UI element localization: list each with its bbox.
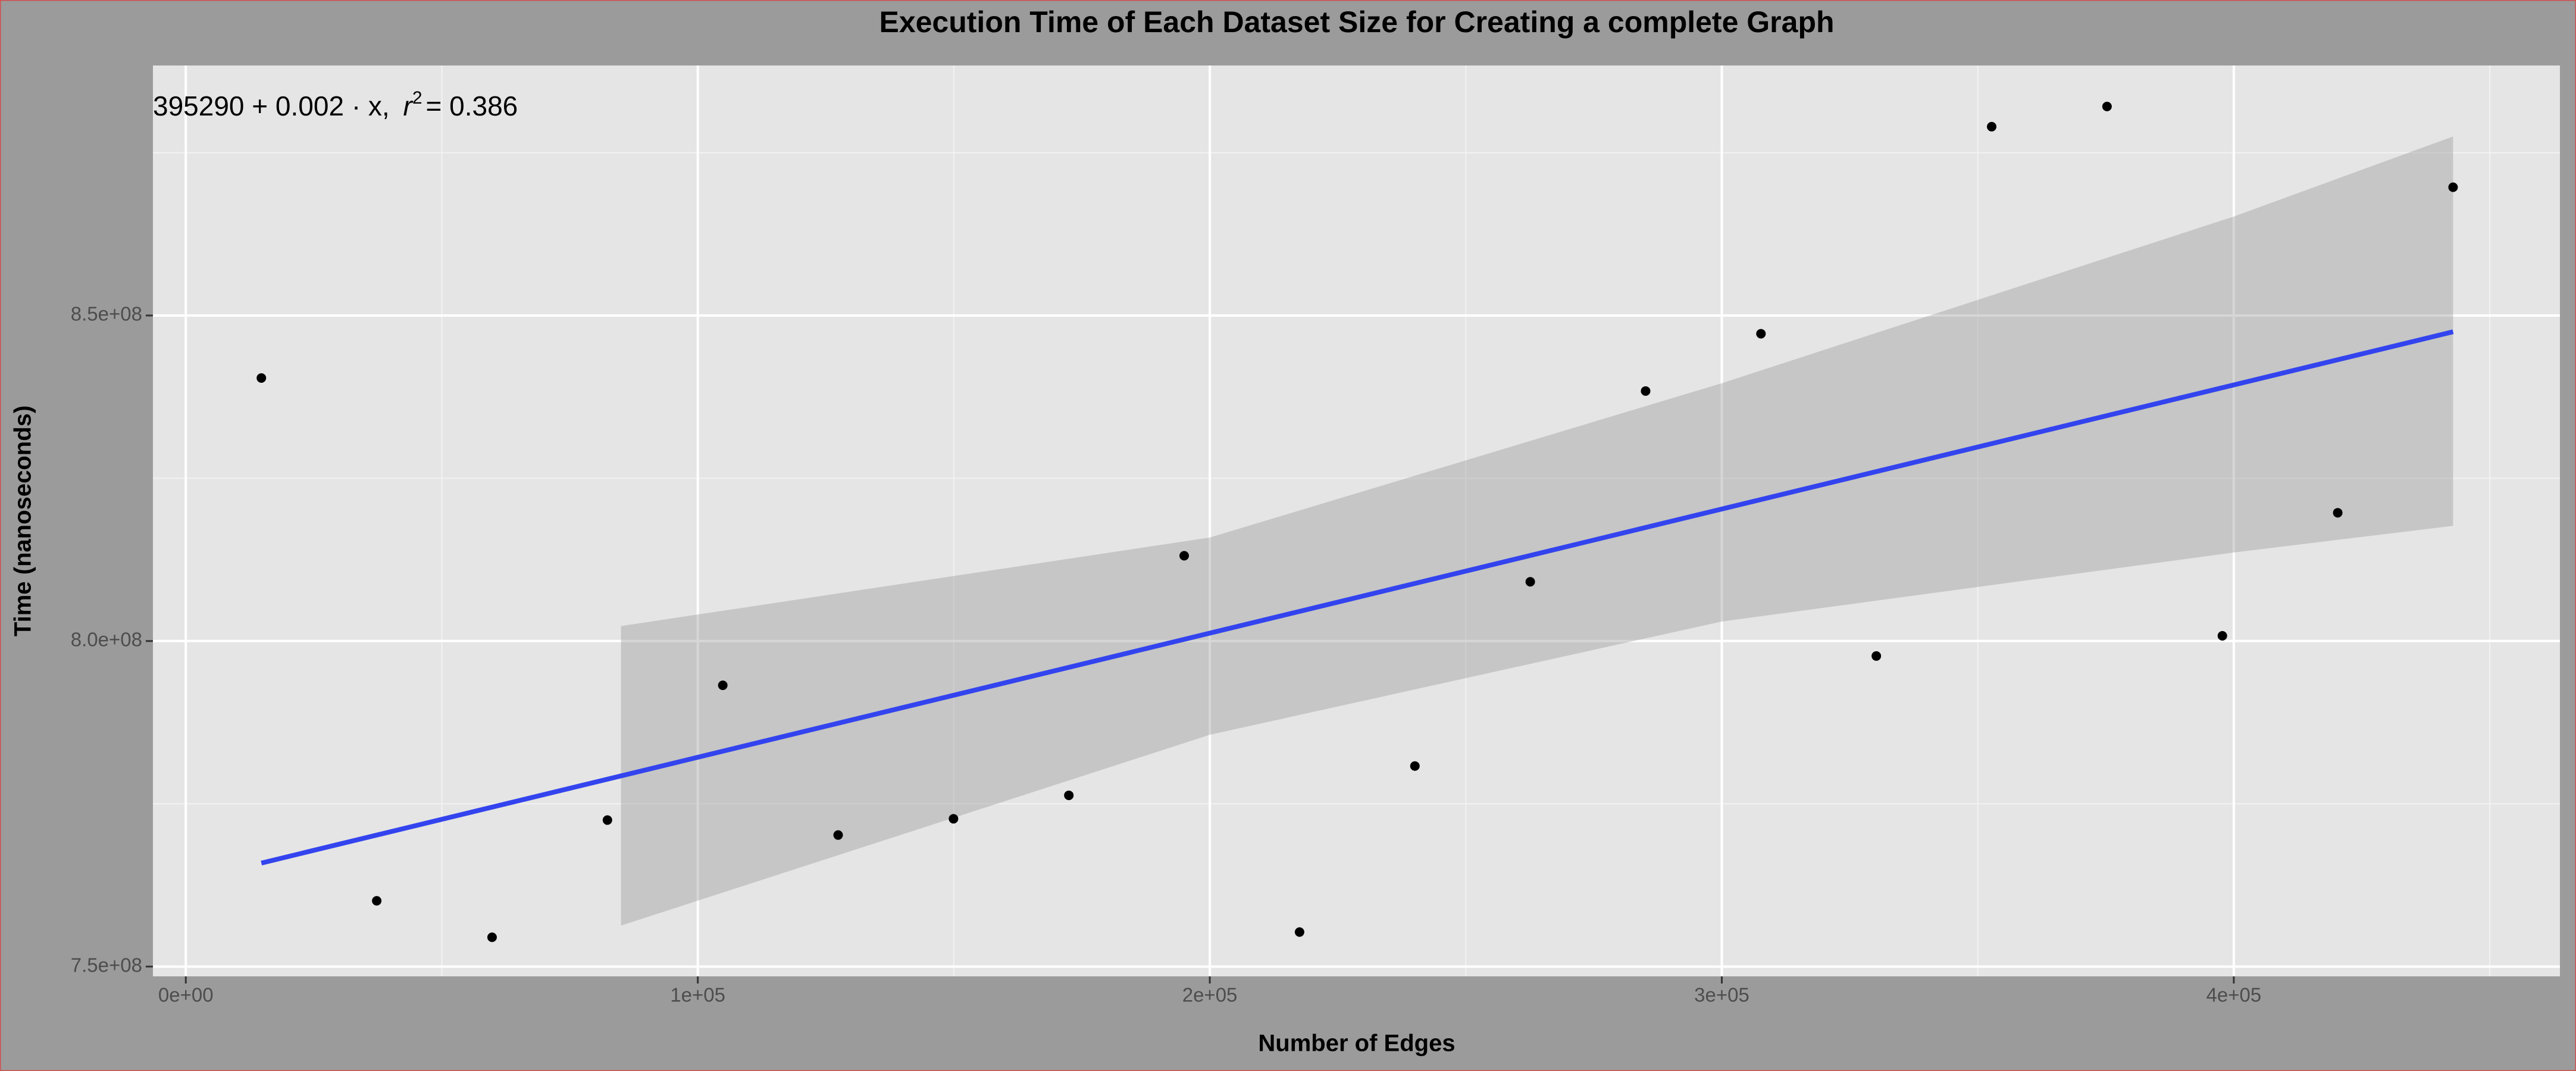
point — [2333, 508, 2343, 518]
point — [1641, 386, 1651, 396]
point — [1410, 761, 1420, 771]
x-tick-label: 1e+05 — [670, 984, 725, 1006]
point — [1294, 927, 1304, 937]
point — [1525, 577, 1535, 587]
x-tick-label: 0e+00 — [158, 984, 214, 1006]
y-tick-label: 8.0e+08 — [71, 628, 142, 650]
point — [833, 830, 843, 840]
y-axis-title: Time (nanoseconds) — [10, 405, 36, 636]
x-axis-title: Number of Edges — [1258, 1031, 1455, 1057]
y-tick-label: 8.5e+08 — [71, 303, 142, 325]
point — [1987, 121, 1997, 132]
fit-line — [261, 329, 2454, 866]
point — [487, 932, 497, 942]
confidence-band — [621, 136, 2453, 926]
point — [2217, 631, 2227, 641]
annotation: 395290 + 0.002 · x, r2 = 0.386 — [153, 88, 518, 121]
x-tick-label: 4e+05 — [2206, 984, 2262, 1006]
x-tick-label: 3e+05 — [1694, 984, 1749, 1006]
point — [2102, 101, 2112, 111]
plot-panel — [153, 65, 2560, 976]
r2-exponent: 2 — [412, 88, 422, 108]
point — [949, 814, 959, 824]
y-tick-label: 7.5e+08 — [71, 954, 142, 976]
equation: 395290 + 0.002 · x, — [153, 90, 390, 121]
point — [1871, 651, 1882, 661]
point — [1756, 329, 1766, 339]
chart-title: Execution Time of Each Dataset Size for … — [879, 5, 1834, 39]
r2-symbol: r — [403, 90, 413, 121]
point — [1064, 790, 1074, 800]
point — [602, 815, 612, 825]
point — [718, 680, 728, 691]
x-tick-label: 2e+05 — [1182, 984, 1238, 1006]
r2-value: = 0.386 — [426, 90, 518, 121]
point — [372, 896, 382, 906]
point — [256, 373, 267, 383]
point — [2448, 182, 2458, 192]
plot-layer — [153, 65, 2560, 976]
point — [1179, 551, 1190, 561]
